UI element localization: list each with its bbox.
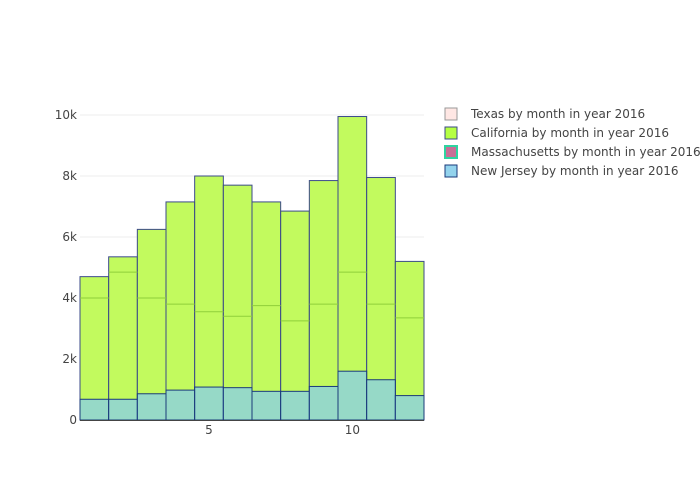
x-tick-label: 10 xyxy=(345,423,360,437)
legend-label-texas: Texas by month in year 2016 xyxy=(470,107,645,121)
bar-california xyxy=(222,184,253,421)
legend: Texas by month in year 2016 California by… xyxy=(444,107,700,178)
bar-new-jersey xyxy=(136,393,167,421)
bar-california xyxy=(108,256,138,421)
bar-new-jersey xyxy=(79,398,110,421)
legend-label-massachusetts: Massachusetts by month in year 2016 xyxy=(471,145,700,159)
legend-label-california: California by month in year 2016 xyxy=(471,126,669,140)
x-tick-label: 5 xyxy=(205,423,213,437)
y-tick-label: 2k xyxy=(62,352,77,366)
legend-swatch-new-jersey xyxy=(444,164,458,178)
legend-swatch-massachusetts xyxy=(444,145,458,159)
bar-new-jersey xyxy=(337,370,368,421)
y-tick-label: 0 xyxy=(69,413,77,427)
bar-new-jersey xyxy=(308,385,339,421)
y-tick-label: 6k xyxy=(62,230,77,244)
bar-new-jersey xyxy=(165,389,196,421)
bar-new-jersey xyxy=(108,398,138,421)
bar-california xyxy=(394,260,425,421)
bar-new-jersey xyxy=(194,386,224,421)
bars xyxy=(79,116,425,421)
legend-swatch-california xyxy=(444,126,458,140)
bar-california xyxy=(251,201,282,421)
legend-swatch-texas xyxy=(444,107,458,121)
bar-new-jersey xyxy=(280,390,310,421)
bar-california xyxy=(280,210,310,421)
bar-california xyxy=(308,180,339,421)
y-tick-label: 4k xyxy=(62,291,77,305)
bar-california xyxy=(136,228,167,421)
bar-new-jersey xyxy=(251,390,282,421)
legend-label-new-jersey: New Jersey by month in year 2016 xyxy=(471,164,679,178)
bar-california xyxy=(194,175,224,421)
bar-new-jersey xyxy=(222,387,253,421)
y-tick-label: 10k xyxy=(55,108,77,122)
bar-new-jersey xyxy=(366,379,396,421)
bar-massachusetts xyxy=(109,272,138,420)
axes: 0 2k 4k 6k 8k 10k 5 10 xyxy=(55,108,424,437)
y-tick-label: 8k xyxy=(62,169,77,183)
bar-new-jersey xyxy=(394,395,425,421)
